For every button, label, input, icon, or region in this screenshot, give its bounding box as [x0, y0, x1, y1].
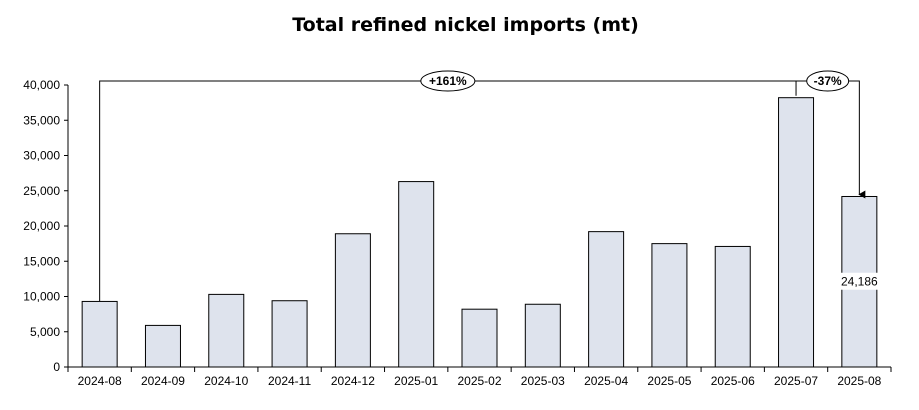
bar: [778, 97, 815, 368]
x-tick-label: 2024-12: [331, 374, 375, 388]
chart-title: Total refined nickel imports (mt): [292, 14, 639, 36]
x-tick-label: 2025-07: [774, 374, 818, 388]
y-tick-label: 30,000: [23, 149, 60, 163]
bar: [271, 300, 308, 368]
x-tick-label: 2025-03: [521, 374, 565, 388]
bar: [81, 300, 118, 368]
y-tick-label: 5,000: [30, 325, 60, 339]
y-tick-label: 10,000: [23, 290, 60, 304]
growth-bracket-line: [99, 80, 797, 302]
x-tick-label: 2024-09: [141, 374, 185, 388]
x-tick-label: 2025-04: [584, 374, 628, 388]
x-tick-label: 2025-01: [394, 374, 438, 388]
bar: [588, 231, 625, 368]
decline-badge: [806, 70, 850, 92]
y-tick-label: 40,000: [23, 78, 60, 92]
y-tick-label: 20,000: [23, 219, 60, 233]
data-label: 24,186: [841, 275, 878, 289]
bar: [651, 243, 688, 368]
growth-label: +161%: [429, 74, 467, 88]
y-tick-label: 0: [53, 360, 60, 374]
x-tick-label: 2024-08: [78, 374, 122, 388]
x-tick-label: 2024-10: [204, 374, 248, 388]
y-tick-label: 35,000: [23, 113, 60, 127]
bar: [334, 233, 371, 368]
x-tick-label: 2025-02: [457, 374, 501, 388]
bar: [461, 308, 498, 368]
bar: [714, 245, 751, 368]
bar: [398, 181, 435, 368]
data-label-bg: [837, 272, 882, 290]
growth-badge: [420, 70, 476, 92]
decline-label: -37%: [814, 74, 842, 88]
x-tick-label: 2025-05: [647, 374, 691, 388]
bar: [208, 293, 245, 368]
x-tick-label: 2025-08: [837, 374, 881, 388]
x-tick-label: 2024-11: [268, 374, 311, 388]
y-tick-label: 25,000: [23, 184, 60, 198]
bar: [144, 324, 181, 368]
bar: [524, 303, 561, 368]
y-tick-label: 15,000: [23, 254, 60, 268]
x-tick-label: 2025-06: [711, 374, 755, 388]
